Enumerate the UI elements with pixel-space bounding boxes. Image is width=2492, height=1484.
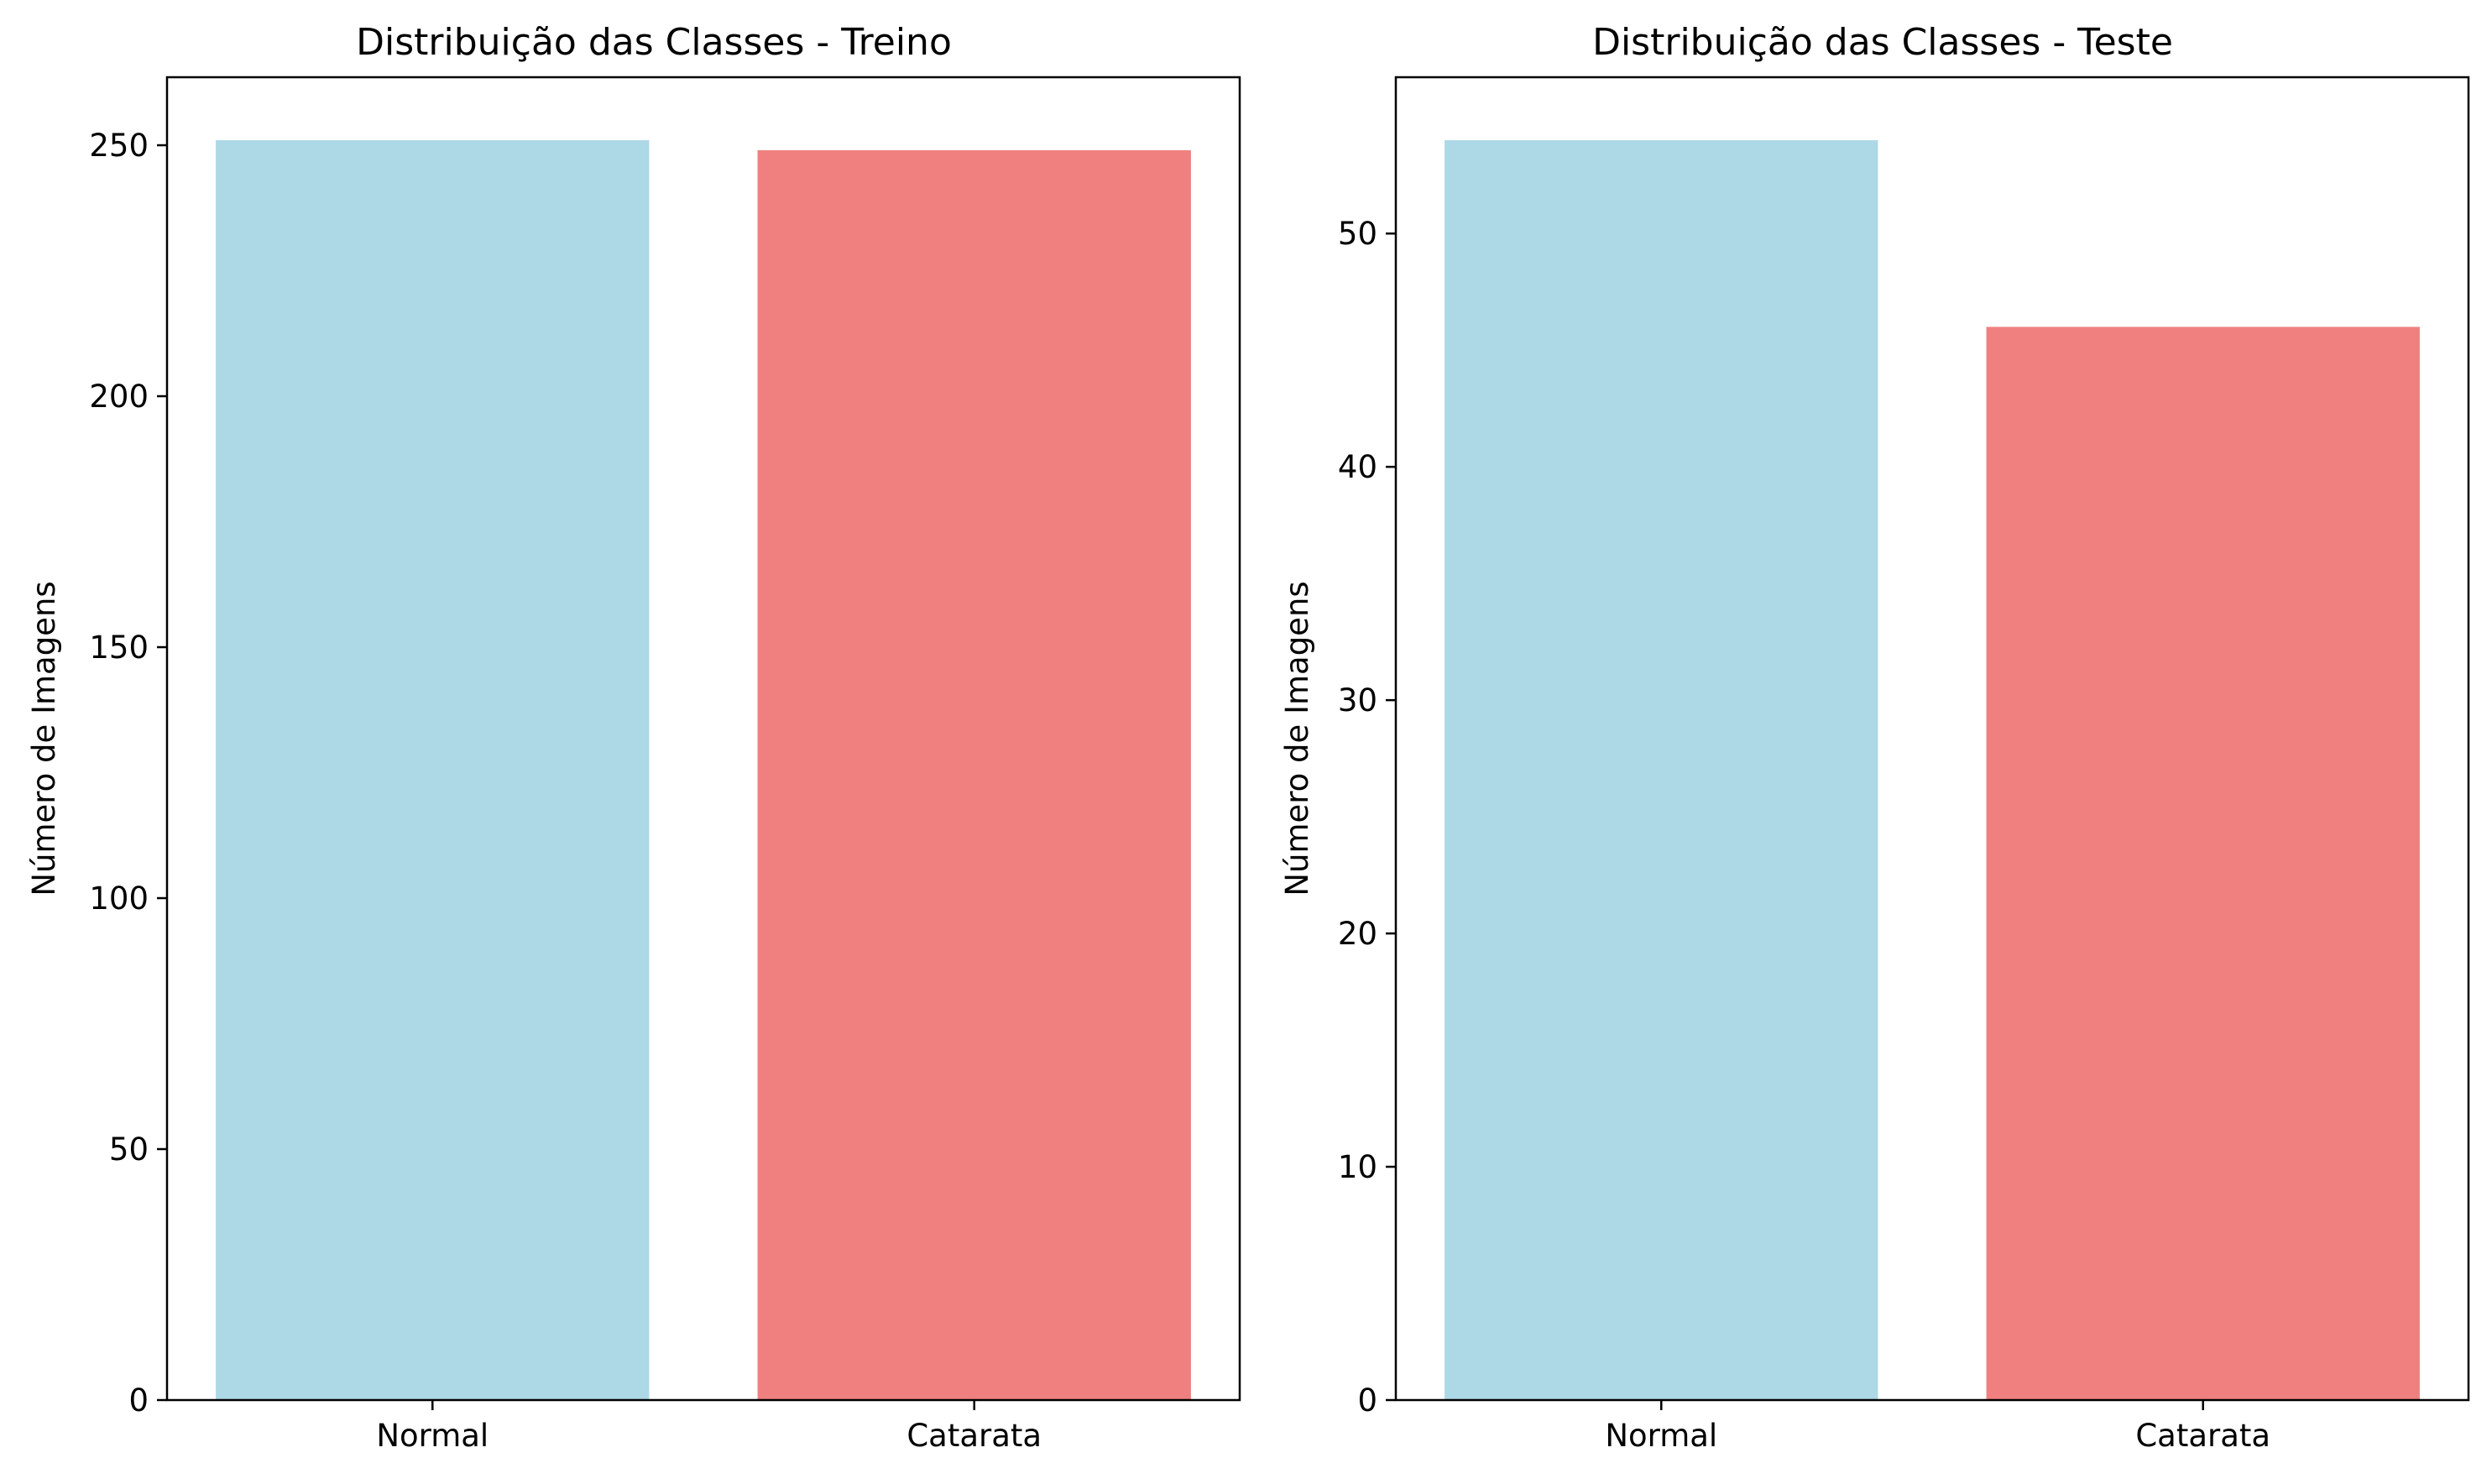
plot-frame xyxy=(1394,76,2470,1402)
y-tick-label: 40 xyxy=(1338,449,1377,485)
y-tick-label: 0 xyxy=(1357,1382,1377,1419)
x-tick-label-normal: Normal xyxy=(376,1418,488,1454)
bar-normal xyxy=(216,140,650,1400)
x-tick-label-normal: Normal xyxy=(1605,1418,1717,1454)
y-tick-label: 100 xyxy=(89,880,149,917)
x-tick-label-catarata: Catarata xyxy=(906,1418,1042,1454)
bar-catarata xyxy=(757,150,1191,1400)
y-tick-label: 10 xyxy=(1338,1149,1377,1185)
y-tick-label: 50 xyxy=(109,1131,149,1168)
y-tick-label: 250 xyxy=(89,128,149,164)
chart-test: Distribuição das Classes - Teste Número … xyxy=(1279,21,2470,1454)
y-tick-label: 20 xyxy=(1338,916,1377,952)
y-tick-label: 200 xyxy=(89,379,149,415)
chart-title: Distribuição das Classes - Treino xyxy=(356,21,952,64)
bar-group xyxy=(216,140,1191,1400)
y-tick-label: 150 xyxy=(89,630,149,666)
chart-title: Distribuição das Classes - Teste xyxy=(1592,21,2173,64)
y-tick-label: 30 xyxy=(1338,682,1377,718)
chart-train: Distribuição das Classes - Treino Número… xyxy=(26,21,1241,1454)
x-ticks: Normal Catarata xyxy=(1605,1400,2270,1454)
bar-catarata xyxy=(1986,327,2420,1400)
plot-frame xyxy=(165,76,1241,1402)
x-ticks: Normal Catarata xyxy=(376,1400,1042,1454)
y-axis-label: Número de Imagens xyxy=(1279,581,1315,896)
y-ticks: 0 50 100 150 200 250 xyxy=(89,128,167,1419)
y-tick-label: 50 xyxy=(1338,216,1377,252)
bar-normal xyxy=(1445,140,1878,1400)
y-axis-label: Número de Imagens xyxy=(26,581,62,896)
x-tick-label-catarata: Catarata xyxy=(2135,1418,2270,1454)
bar-group xyxy=(1445,140,2420,1400)
y-ticks: 0 10 20 30 40 50 xyxy=(1338,216,1396,1419)
y-tick-label: 0 xyxy=(128,1382,149,1419)
